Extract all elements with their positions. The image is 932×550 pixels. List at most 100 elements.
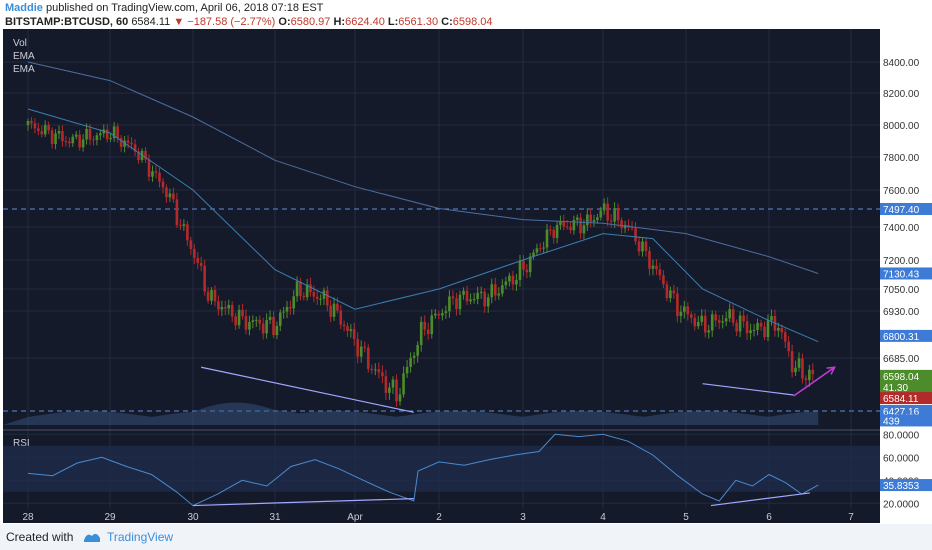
candle-220: [787, 341, 790, 352]
volume-fill: [3, 402, 819, 425]
candle-165: [596, 217, 599, 221]
candle-116: [426, 329, 430, 335]
time-axis[interactable]: 28 29 30 31 Apr 2 3 4 5 6 7: [3, 509, 880, 523]
candle-203: [728, 309, 731, 319]
candle-222: [794, 367, 797, 373]
candle-76: [289, 307, 292, 309]
price-tick-4: 7600.00: [883, 186, 920, 197]
candle-32: [137, 151, 140, 161]
candle-21: [99, 133, 102, 136]
candle-131: [479, 291, 483, 293]
candle-29: [126, 140, 130, 143]
time-tick-0: 28: [22, 512, 34, 523]
candle-60: [234, 316, 237, 326]
candle-38: [158, 172, 161, 182]
candle-62: [241, 309, 244, 317]
candle-108: [398, 394, 402, 402]
candle-155: [562, 221, 566, 227]
candle-55: [217, 301, 220, 310]
price-axis[interactable]: 8400.00 8200.00 8000.00 7800.00 7600.00 7400.…: [880, 29, 932, 523]
author-link[interactable]: Maddie: [5, 2, 43, 14]
candle-107: [395, 379, 398, 402]
candle-214: [766, 320, 770, 338]
candle-201: [721, 321, 724, 323]
candle-161: [582, 225, 586, 234]
candle-121: [444, 311, 448, 314]
candle-101: [374, 369, 377, 371]
legend-vol: Vol: [13, 38, 27, 49]
candle-194: [696, 321, 700, 327]
candle-142: [518, 260, 522, 280]
rsi-tick-0: 80.0000: [883, 430, 920, 441]
candle-10: [61, 131, 64, 142]
rsi-label: RSI: [13, 438, 30, 449]
candle-17: [85, 128, 88, 140]
close-value: 6598.04: [452, 16, 493, 28]
candle-0: [26, 121, 30, 125]
candle-104: [384, 376, 388, 393]
price-trendline-1: [702, 383, 794, 396]
candle-188: [676, 293, 679, 317]
candle-18: [88, 128, 92, 140]
chart-svg[interactable]: Vol EMA EMA RSI 28 29 30 31 Apr 2 3 4 5 6 7: [3, 29, 880, 523]
candle-146: [532, 252, 535, 257]
candle-118: [434, 313, 437, 316]
candle-133: [486, 297, 490, 307]
time-tick-7: 4: [600, 512, 606, 523]
candle-31: [133, 144, 137, 152]
candle-124: [455, 298, 458, 310]
ema-fast-line: [27, 108, 819, 343]
rsi-current-bg: [880, 479, 932, 492]
candle-110: [405, 366, 409, 374]
candle-139: [508, 275, 511, 282]
candle-88: [329, 305, 332, 317]
candle-147: [535, 248, 539, 253]
price-marker-2: 6800.31: [883, 332, 920, 343]
candle-176: [634, 228, 637, 242]
candle-181: [651, 265, 655, 269]
candle-218: [780, 327, 784, 333]
candle-39: [161, 181, 165, 188]
candle-93: [346, 326, 349, 331]
candle-182: [655, 265, 658, 270]
candle-43: [175, 199, 179, 226]
candle-197: [707, 330, 711, 333]
chart-area[interactable]: Vol EMA EMA RSI 28 29 30 31 Apr 2 3 4 5 6 7: [3, 29, 880, 523]
candle-160: [579, 217, 582, 234]
price-tick-2: 8000.00: [883, 121, 920, 132]
candle-177: [637, 241, 641, 252]
candle-159: [575, 217, 579, 220]
candle-59: [230, 304, 234, 317]
time-tick-4: Apr: [347, 512, 363, 523]
candle-162: [586, 214, 589, 226]
last-price: 6584.11: [131, 16, 171, 28]
time-tick-3: 31: [269, 512, 281, 523]
candle-84: [315, 296, 319, 299]
candle-209: [749, 330, 752, 334]
candle-129: [472, 299, 476, 301]
candle-102: [377, 369, 381, 373]
candle-63: [244, 316, 248, 330]
candle-179: [644, 241, 648, 252]
tradingview-brand[interactable]: TradingView: [107, 530, 174, 544]
price-marker-bg-0: [880, 202, 932, 215]
candle-199: [714, 314, 718, 321]
price-axis-svg[interactable]: 8400.00 8200.00 8000.00 7800.00 7600.00 7400.…: [880, 29, 932, 523]
candle-74: [282, 311, 285, 313]
candle-14: [74, 134, 78, 137]
candle-149: [542, 247, 545, 249]
candle-127: [465, 290, 469, 302]
candle-211: [756, 322, 759, 330]
candle-183: [658, 269, 662, 276]
candle-96: [356, 339, 359, 357]
candle-23: [105, 129, 109, 140]
candle-221: [790, 351, 794, 373]
symbol-label: BITSTAMP:BTCUSD, 60: [5, 16, 129, 28]
candle-152: [552, 229, 556, 238]
price-tick-6: 7200.00: [883, 256, 920, 267]
price-tick-8: 6930.00: [883, 307, 920, 318]
ema-slow-line: [27, 61, 819, 274]
candle-213: [763, 326, 766, 338]
candle-50: [199, 262, 203, 266]
candle-92: [342, 324, 346, 327]
